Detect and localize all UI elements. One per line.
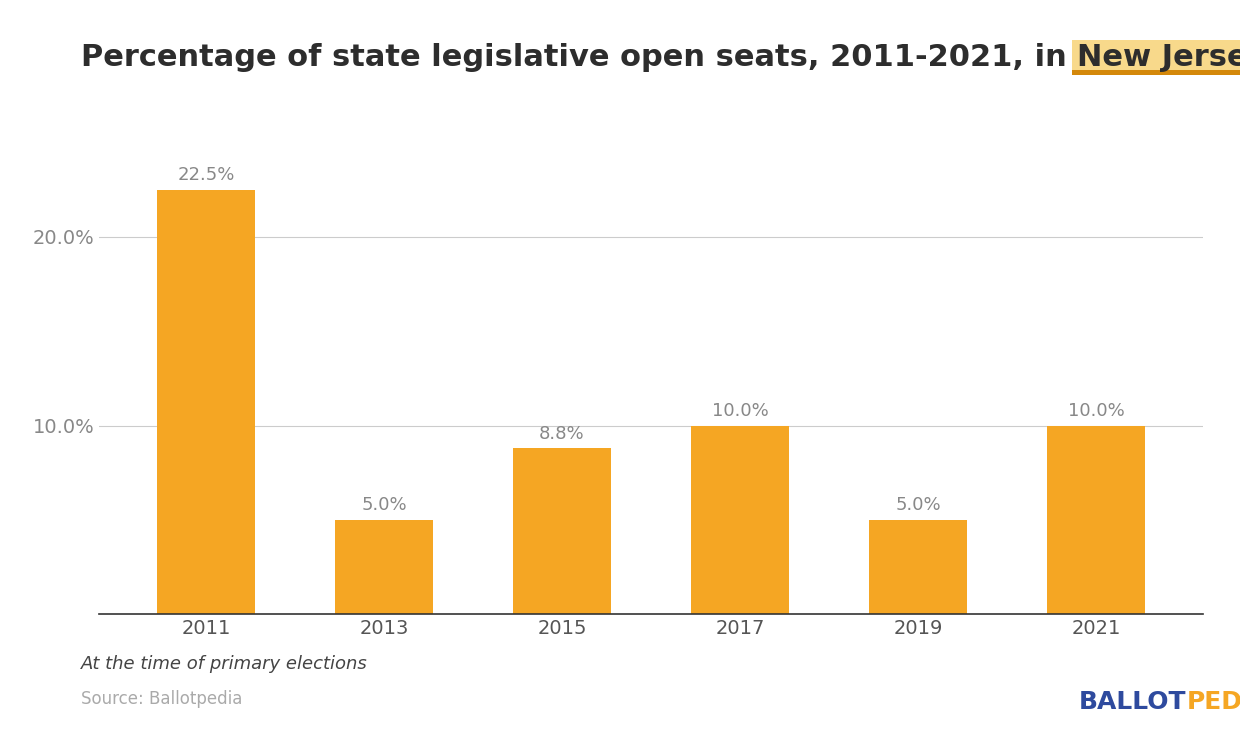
Text: 5.0%: 5.0% xyxy=(361,497,407,514)
Text: Percentage of state legislative open seats, 2011-2021, in: Percentage of state legislative open sea… xyxy=(81,43,1078,72)
Bar xyxy=(335,520,433,614)
Text: New Jersey: New Jersey xyxy=(1078,43,1240,72)
Text: At the time of primary elections: At the time of primary elections xyxy=(81,655,367,673)
Bar xyxy=(513,448,611,614)
Bar xyxy=(869,520,967,614)
Text: 8.8%: 8.8% xyxy=(539,425,585,443)
Bar xyxy=(1047,425,1145,614)
Bar xyxy=(157,189,255,614)
Text: 22.5%: 22.5% xyxy=(177,166,234,184)
Text: Source: Ballotpedia: Source: Ballotpedia xyxy=(81,690,242,707)
Text: PEDIA: PEDIA xyxy=(1187,690,1240,713)
Text: 10.0%: 10.0% xyxy=(712,402,769,420)
Text: 10.0%: 10.0% xyxy=(1068,402,1125,420)
Bar xyxy=(691,425,789,614)
Text: 5.0%: 5.0% xyxy=(895,497,941,514)
Text: BALLOT: BALLOT xyxy=(1079,690,1187,713)
